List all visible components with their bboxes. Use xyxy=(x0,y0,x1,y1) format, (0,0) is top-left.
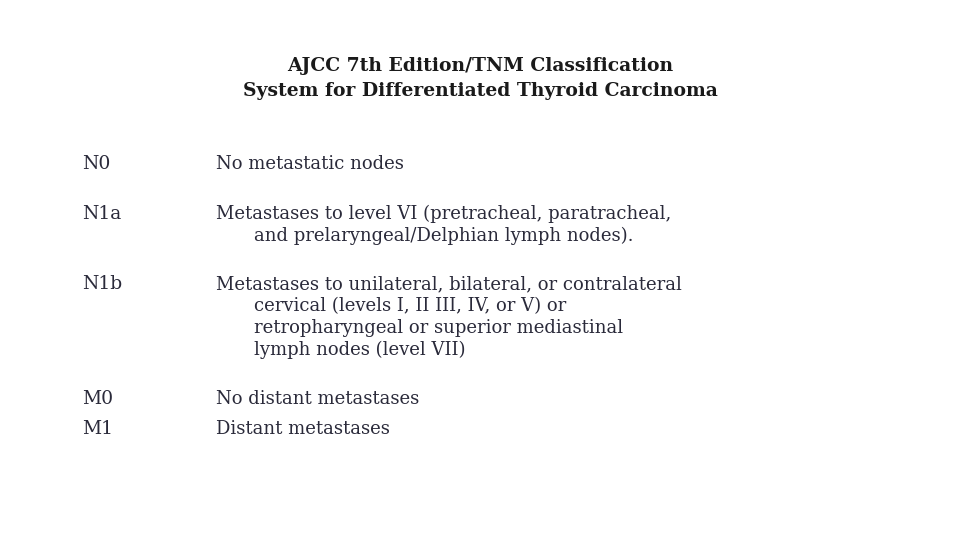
Text: and prelaryngeal/Delphian lymph nodes).: and prelaryngeal/Delphian lymph nodes). xyxy=(254,227,634,245)
Text: M0: M0 xyxy=(82,390,112,408)
Text: cervical (levels I, II III, IV, or V) or: cervical (levels I, II III, IV, or V) or xyxy=(254,297,566,315)
Text: Metastases to unilateral, bilateral, or contralateral: Metastases to unilateral, bilateral, or … xyxy=(216,275,682,293)
Text: AJCC 7th Edition/TNM Classification
System for Differentiated Thyroid Carcinoma: AJCC 7th Edition/TNM Classification Syst… xyxy=(243,57,717,100)
Text: M1: M1 xyxy=(82,420,112,438)
Text: lymph nodes (level VII): lymph nodes (level VII) xyxy=(254,341,466,359)
Text: Distant metastases: Distant metastases xyxy=(216,420,390,438)
Text: N1a: N1a xyxy=(82,205,121,223)
Text: N1b: N1b xyxy=(82,275,122,293)
Text: N0: N0 xyxy=(82,155,110,173)
Text: No metastatic nodes: No metastatic nodes xyxy=(216,155,404,173)
Text: No distant metastases: No distant metastases xyxy=(216,390,420,408)
Text: retropharyngeal or superior mediastinal: retropharyngeal or superior mediastinal xyxy=(254,319,624,337)
Text: Metastases to level VI (pretracheal, paratracheal,: Metastases to level VI (pretracheal, par… xyxy=(216,205,671,223)
